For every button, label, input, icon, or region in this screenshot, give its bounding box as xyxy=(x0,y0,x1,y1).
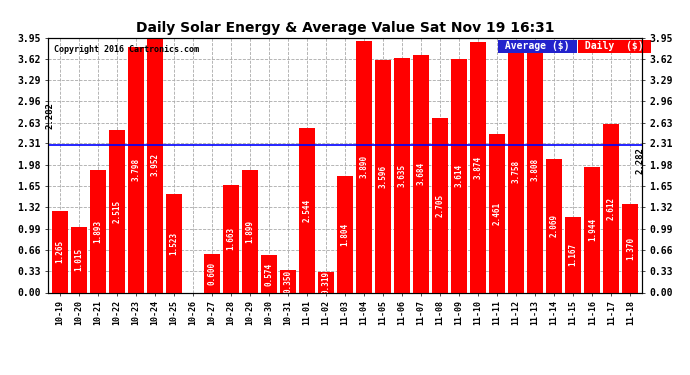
Bar xyxy=(90,170,106,292)
Bar xyxy=(70,227,87,292)
Bar xyxy=(166,194,182,292)
Text: 3.596: 3.596 xyxy=(379,165,388,188)
Bar xyxy=(451,59,467,292)
Text: 1.015: 1.015 xyxy=(75,248,83,271)
Text: 3.798: 3.798 xyxy=(131,158,140,182)
Bar xyxy=(546,159,562,292)
Bar xyxy=(241,170,258,292)
Bar xyxy=(280,270,296,292)
Bar xyxy=(527,46,543,292)
Bar xyxy=(489,134,505,292)
Bar xyxy=(318,272,334,292)
Bar xyxy=(375,60,391,292)
Text: 2.282: 2.282 xyxy=(46,102,55,129)
Text: 1.370: 1.370 xyxy=(626,237,635,260)
Bar xyxy=(394,58,410,292)
Text: 2.612: 2.612 xyxy=(607,196,615,220)
Text: 1.523: 1.523 xyxy=(169,232,178,255)
Text: 0.350: 0.350 xyxy=(284,270,293,293)
Text: 3.808: 3.808 xyxy=(531,158,540,181)
Bar xyxy=(109,130,125,292)
Text: 2.461: 2.461 xyxy=(493,201,502,225)
Bar xyxy=(128,47,144,292)
Text: 2.705: 2.705 xyxy=(435,194,444,217)
Text: 2.544: 2.544 xyxy=(302,199,311,222)
Text: Copyright 2016 Cartronics.com: Copyright 2016 Cartronics.com xyxy=(55,45,199,54)
Bar xyxy=(261,255,277,292)
Text: 0.574: 0.574 xyxy=(264,262,273,285)
Bar xyxy=(413,55,429,292)
Text: 3.758: 3.758 xyxy=(512,160,521,183)
Text: 1.663: 1.663 xyxy=(226,227,235,251)
Bar xyxy=(603,124,620,292)
Text: 3.952: 3.952 xyxy=(150,153,159,177)
Bar xyxy=(223,185,239,292)
Text: 2.282: 2.282 xyxy=(635,147,644,174)
Text: 1.899: 1.899 xyxy=(246,220,255,243)
Bar xyxy=(204,254,220,292)
Text: Daily  ($): Daily ($) xyxy=(580,41,650,51)
Bar xyxy=(52,211,68,292)
Text: 1.893: 1.893 xyxy=(93,220,102,243)
Text: 1.804: 1.804 xyxy=(340,223,350,246)
Bar xyxy=(470,42,486,292)
Bar xyxy=(622,204,638,292)
Text: 3.635: 3.635 xyxy=(397,164,406,187)
Bar xyxy=(432,118,448,292)
Text: 2.515: 2.515 xyxy=(112,200,121,223)
Text: 3.874: 3.874 xyxy=(473,156,482,179)
Bar xyxy=(356,41,372,292)
Text: 0.319: 0.319 xyxy=(322,271,331,294)
Bar xyxy=(337,176,353,292)
Text: 2.069: 2.069 xyxy=(550,214,559,237)
Title: Daily Solar Energy & Average Value Sat Nov 19 16:31: Daily Solar Energy & Average Value Sat N… xyxy=(136,21,554,35)
Text: 1.265: 1.265 xyxy=(55,240,64,263)
Text: Average ($): Average ($) xyxy=(500,41,575,51)
Text: 3.614: 3.614 xyxy=(455,164,464,188)
Text: 1.944: 1.944 xyxy=(588,218,597,242)
Text: 0.600: 0.600 xyxy=(208,262,217,285)
Bar xyxy=(584,167,600,292)
Text: 1.167: 1.167 xyxy=(569,243,578,266)
Bar xyxy=(508,50,524,292)
Text: 3.684: 3.684 xyxy=(417,162,426,185)
Text: 3.890: 3.890 xyxy=(359,155,368,178)
Bar xyxy=(147,38,163,292)
Bar xyxy=(565,217,581,292)
Bar xyxy=(299,128,315,292)
